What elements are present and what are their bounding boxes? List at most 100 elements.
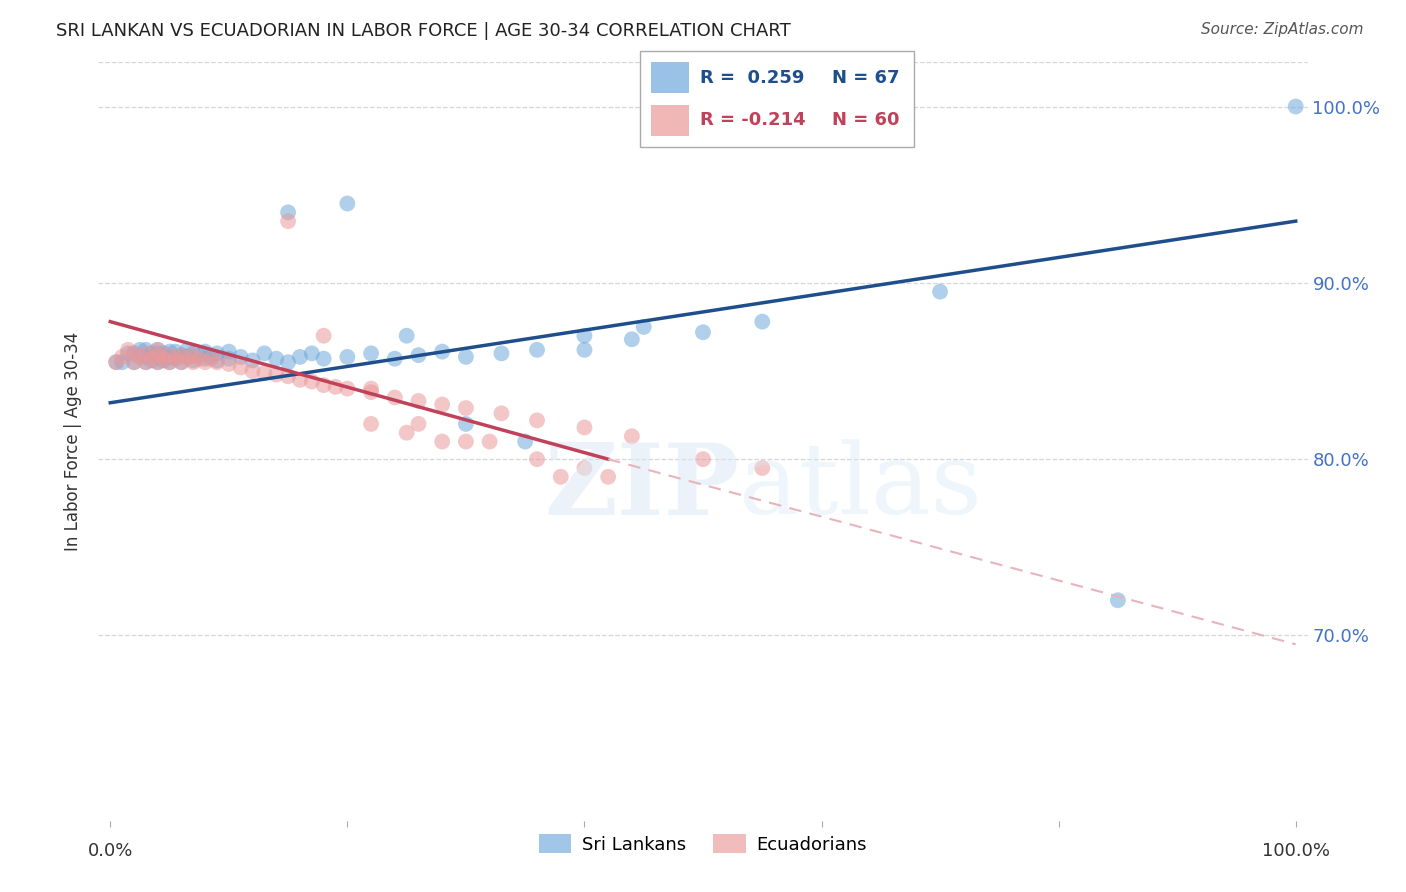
Point xyxy=(135,343,157,357)
Text: N = 67: N = 67 xyxy=(832,69,900,87)
Point xyxy=(360,385,382,400)
Point xyxy=(395,425,418,440)
Point xyxy=(159,355,181,369)
Point xyxy=(122,355,145,369)
Point xyxy=(146,343,169,357)
Point xyxy=(135,350,157,364)
Point xyxy=(129,343,152,357)
Point xyxy=(550,470,572,484)
Text: 100.0%: 100.0% xyxy=(1261,842,1330,860)
Point xyxy=(454,350,477,364)
Point xyxy=(159,348,181,362)
Point xyxy=(152,353,174,368)
Point xyxy=(141,346,163,360)
Point xyxy=(574,328,596,343)
Point xyxy=(194,344,217,359)
Point xyxy=(176,343,198,357)
Point xyxy=(181,346,204,360)
Point xyxy=(117,346,139,360)
Point xyxy=(312,351,335,366)
Point xyxy=(170,348,193,362)
Text: N = 60: N = 60 xyxy=(832,112,900,129)
Point xyxy=(181,353,204,368)
Point xyxy=(574,420,596,434)
Point xyxy=(301,375,323,389)
Point xyxy=(146,348,169,362)
Point xyxy=(141,351,163,366)
Bar xyxy=(651,62,689,94)
Point xyxy=(218,344,240,359)
Text: R =  0.259: R = 0.259 xyxy=(700,69,804,87)
Point xyxy=(159,355,181,369)
Point xyxy=(526,343,548,357)
Point xyxy=(218,351,240,366)
Point xyxy=(526,452,548,467)
Point xyxy=(454,417,477,431)
Point xyxy=(188,348,211,362)
Y-axis label: In Labor Force | Age 30-34: In Labor Force | Age 30-34 xyxy=(65,332,83,551)
Point xyxy=(620,429,643,443)
Point xyxy=(122,355,145,369)
Point xyxy=(454,434,477,449)
Point xyxy=(141,353,163,368)
Point xyxy=(111,355,134,369)
Point xyxy=(194,351,217,366)
Point xyxy=(229,360,252,375)
Point xyxy=(111,350,134,364)
Point xyxy=(288,373,311,387)
Point xyxy=(432,434,454,449)
Point xyxy=(751,461,773,475)
Point xyxy=(146,355,169,369)
Point xyxy=(122,346,145,360)
Point xyxy=(146,350,169,364)
Point xyxy=(176,350,198,364)
Point xyxy=(264,368,287,382)
Point xyxy=(751,315,773,329)
Point xyxy=(432,344,454,359)
Point xyxy=(395,328,418,343)
Point xyxy=(117,343,139,357)
Point xyxy=(574,461,596,475)
Point xyxy=(620,332,643,346)
Point xyxy=(159,350,181,364)
Point xyxy=(229,350,252,364)
Point xyxy=(129,350,152,364)
Point xyxy=(200,351,222,366)
Point xyxy=(242,353,264,368)
Text: ZIP: ZIP xyxy=(544,439,740,535)
Point xyxy=(146,346,169,360)
Point xyxy=(360,417,382,431)
Point xyxy=(408,348,430,362)
Point xyxy=(491,346,513,360)
Point xyxy=(312,328,335,343)
Point xyxy=(135,355,157,369)
Point xyxy=(135,346,157,360)
Point xyxy=(129,350,152,364)
Point xyxy=(170,355,193,369)
Point xyxy=(325,380,347,394)
Point xyxy=(159,344,181,359)
Point xyxy=(360,382,382,396)
Point xyxy=(242,364,264,378)
Point xyxy=(574,343,596,357)
Point xyxy=(301,346,323,360)
Point xyxy=(277,205,299,219)
Point xyxy=(253,366,276,380)
Point xyxy=(170,355,193,369)
Point xyxy=(360,346,382,360)
Point xyxy=(277,214,299,228)
Point xyxy=(218,357,240,371)
Point xyxy=(165,351,187,366)
Point xyxy=(526,413,548,427)
Point xyxy=(633,320,655,334)
Point xyxy=(692,325,714,339)
Text: 0.0%: 0.0% xyxy=(87,842,134,860)
Point xyxy=(188,351,211,366)
Point xyxy=(122,346,145,360)
Point xyxy=(1107,593,1129,607)
Point xyxy=(336,382,359,396)
Point xyxy=(336,350,359,364)
Legend: Sri Lankans, Ecuadorians: Sri Lankans, Ecuadorians xyxy=(531,827,875,861)
Point xyxy=(929,285,952,299)
Point xyxy=(515,434,537,449)
